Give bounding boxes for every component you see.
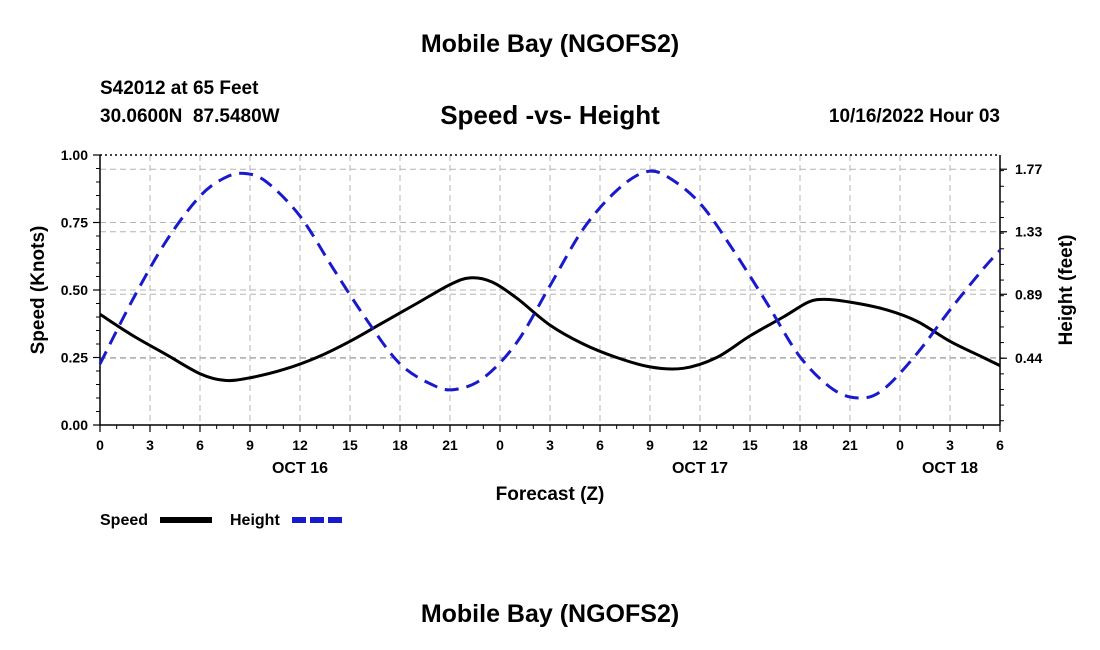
x-axis-title: Forecast (Z) [496, 484, 605, 505]
speed-series-line [99, 276, 1001, 383]
chart-subtitle: Speed -vs- Height [440, 100, 660, 130]
x-tick-label: 21 [442, 437, 458, 453]
footer-title: Mobile Bay (NGOFS2) [420, 600, 680, 628]
x-tick-label: 0 [896, 437, 904, 453]
day-label: OCT 17 [672, 460, 728, 477]
x-tick-label: 9 [246, 437, 254, 453]
x-tick-label: 15 [742, 437, 758, 453]
y-tick-label: 1.00 [61, 147, 88, 163]
day-label: OCT 16 [272, 460, 328, 477]
y-axis-title: Speed (Knots) [28, 226, 49, 355]
y2-tick-label: 1.33 [1015, 224, 1042, 240]
coordinates-label: 30.0600N 87.5480W [100, 106, 280, 127]
day-label: OCT 18 [922, 460, 978, 477]
y2-tick-label: 1.77 [1015, 161, 1042, 177]
chart-title: Mobile Bay (NGOFS2) [420, 30, 680, 58]
y2-tick-label: 0.89 [1015, 286, 1042, 302]
x-tick-label: 6 [996, 437, 1004, 453]
x-tick-label: 9 [646, 437, 654, 453]
x-tick-label: 3 [146, 437, 154, 453]
legend-height-label: Height [230, 512, 280, 529]
x-tick-label: 6 [196, 437, 204, 453]
y-tick-label: 0.25 [61, 350, 88, 366]
x-tick-label: 3 [946, 437, 954, 453]
x-tick-label: 21 [842, 437, 858, 453]
station-label: S42012 at 65 Feet [100, 78, 259, 99]
x-tick-label: 3 [546, 437, 554, 453]
y-tick-label: 0.75 [61, 215, 88, 231]
y2-tick-label: 0.44 [1015, 350, 1042, 366]
x-tick-label: 18 [392, 437, 408, 453]
x-tick-label: 18 [792, 437, 808, 453]
x-tick-label: 12 [692, 437, 708, 453]
x-tick-label: 15 [342, 437, 358, 453]
y-tick-label: 0.00 [61, 417, 88, 433]
legend-speed-label: Speed [100, 512, 148, 529]
x-tick-label: 0 [96, 437, 104, 453]
x-tick-label: 6 [596, 437, 604, 453]
height-series-line [98, 169, 1002, 400]
y2-axis-title: Height (feet) [1056, 235, 1077, 346]
forecast-datetime: 10/16/2022 Hour 03 [828, 106, 1000, 127]
x-tick-label: 12 [292, 437, 308, 453]
x-tick-label: 0 [496, 437, 504, 453]
y-tick-label: 0.50 [61, 282, 88, 298]
